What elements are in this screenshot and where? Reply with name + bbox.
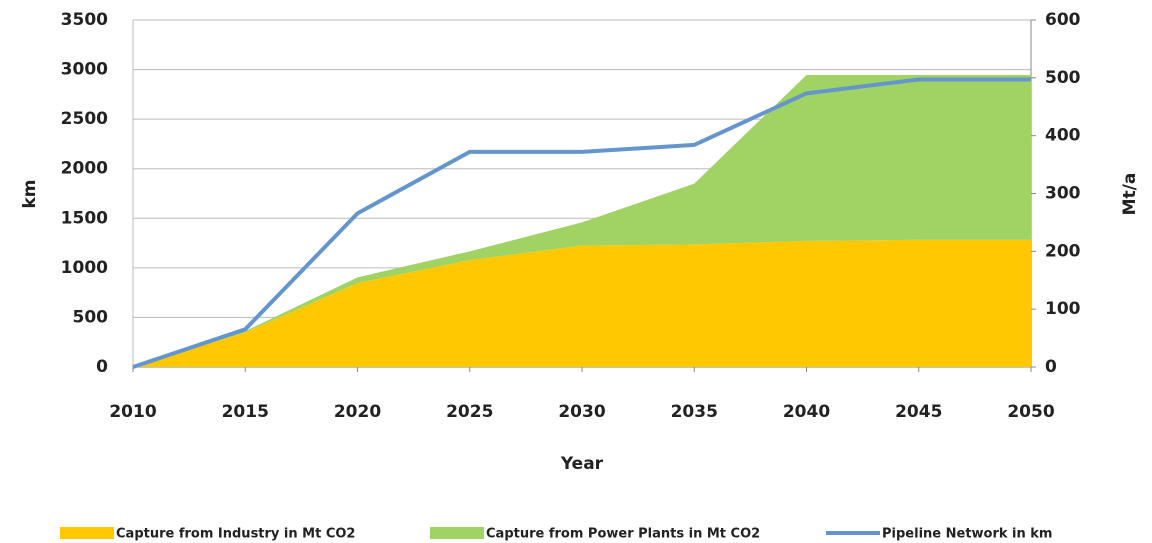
x-tick-label: 2015 [222, 402, 269, 422]
y2-tick-label: 0 [1045, 357, 1057, 377]
y-tick-label: 500 [73, 307, 109, 327]
area [133, 74, 1031, 368]
area [133, 239, 1031, 367]
x-tick-label: 2040 [783, 402, 830, 422]
x-tick-label: 2050 [1007, 402, 1054, 422]
x-tick-label: 2025 [446, 402, 493, 422]
y2-tick-label: 200 [1045, 241, 1081, 261]
legend-label: Pipeline Network in km [882, 527, 1052, 542]
legend-swatch [60, 527, 114, 539]
x-tick-label: 2045 [895, 402, 942, 422]
y2-tick-label: 400 [1045, 126, 1081, 146]
line [132, 77, 1031, 369]
y2-tick-label: 500 [1045, 68, 1081, 88]
legend-swatch [430, 527, 484, 539]
x-tick-label: 2030 [558, 402, 605, 422]
x-tick-label: 2035 [671, 402, 718, 422]
y-axis-label: km [20, 179, 40, 208]
y2-axis-label: Mt/a [1120, 173, 1140, 216]
y-tick-label: 2000 [61, 159, 108, 179]
y-tick-label: 0 [96, 357, 108, 377]
legend-label: Capture from Power Plants in Mt CO2 [486, 527, 760, 542]
y-tick-label: 1000 [61, 258, 108, 278]
y2-tick-label: 300 [1045, 184, 1081, 204]
y-tick-label: 2500 [61, 109, 108, 129]
y2-tick-label: 100 [1045, 299, 1081, 319]
y-tick-label: 3000 [61, 60, 108, 80]
y2-tick-label: 600 [1045, 10, 1081, 30]
legend-label: Capture from Industry in Mt CO2 [116, 527, 355, 542]
x-axis-label: Year [560, 454, 604, 474]
y-tick-label: 1500 [61, 208, 108, 228]
x-tick-label: 2020 [334, 402, 381, 422]
y-tick-label: 3500 [61, 10, 108, 30]
x-tick-label: 2010 [109, 402, 156, 422]
